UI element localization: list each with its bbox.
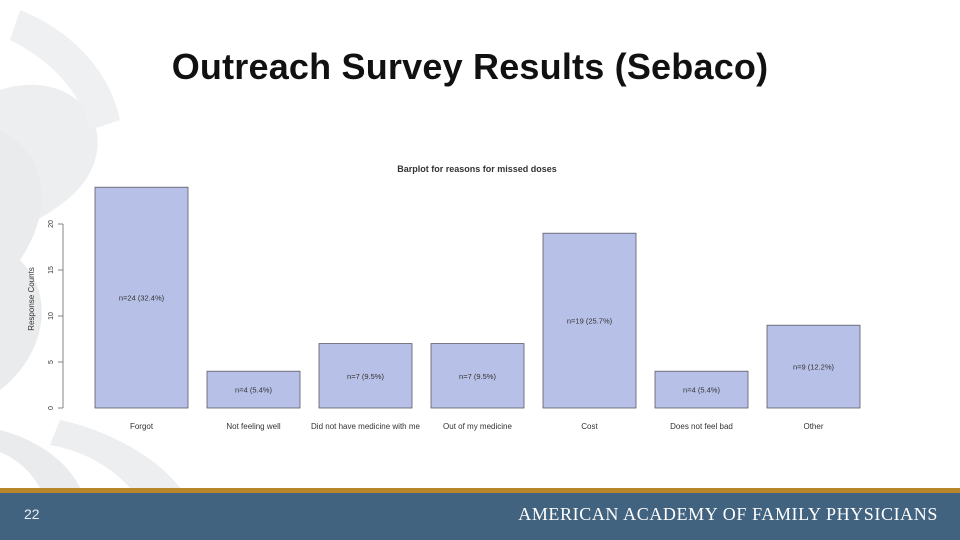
category-label: Other <box>803 422 823 431</box>
bar-data-label: n=24 (32.4%) <box>119 294 165 303</box>
bar-data-label: n=7 (9.5%) <box>459 372 496 381</box>
watermark-swirl-shape <box>50 420 180 488</box>
bar-data-label: n=19 (25.7%) <box>567 317 613 326</box>
category-label: Cost <box>581 422 598 431</box>
category-label: Not feeling well <box>226 422 280 431</box>
bar-data-label: n=4 (5.4%) <box>235 386 272 395</box>
bar-data-label: n=4 (5.4%) <box>683 386 720 395</box>
y-tick-label: 10 <box>48 312 55 320</box>
bar <box>206 370 301 409</box>
bar <box>318 343 413 409</box>
bars: n=24 (32.4%) Forgot n=4 (5.4%) Not feeling … <box>94 186 861 431</box>
y-tick-label: 0 <box>48 406 55 410</box>
bar <box>430 343 525 409</box>
bar-data-label: n=9 (12.2%) <box>793 363 835 372</box>
page-number: 22 <box>24 506 40 522</box>
y-axis: 0 5 10 15 20 <box>48 220 64 410</box>
footer-band <box>0 493 960 540</box>
footer-accent-rule <box>0 488 960 493</box>
bar-data-label: n=7 (9.5%) <box>347 372 384 381</box>
watermark-swirl-shape <box>0 430 80 488</box>
slide-title: Outreach Survey Results (Sebaco) <box>171 46 769 87</box>
category-label: Does not feel bad <box>670 422 733 431</box>
y-tick-label: 5 <box>48 360 55 364</box>
bar <box>766 324 861 409</box>
category-label: Out of my medicine <box>443 422 512 431</box>
y-tick-label: 20 <box>48 220 55 228</box>
watermark-swirl-shape <box>10 10 120 130</box>
watermark-swirl-shape <box>0 130 42 390</box>
category-label: Did not have medicine with me <box>311 422 420 431</box>
y-tick-label: 15 <box>48 266 55 274</box>
bar <box>542 232 637 409</box>
bar <box>94 186 189 409</box>
y-axis-label: Response Counts <box>27 267 36 331</box>
chart-title: Barplot for reasons for missed doses <box>397 164 557 174</box>
bar <box>654 370 749 409</box>
organization-name: AMERICAN ACADEMY OF FAMILY PHYSICIANS <box>518 504 938 524</box>
category-label: Forgot <box>130 422 154 431</box>
